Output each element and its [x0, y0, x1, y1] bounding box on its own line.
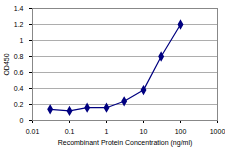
svg-text:1: 1: [20, 37, 24, 44]
svg-text:0: 0: [20, 117, 24, 124]
svg-text:0.6: 0.6: [14, 69, 24, 76]
svg-text:1.4: 1.4: [14, 5, 24, 12]
svg-text:10: 10: [140, 128, 148, 135]
svg-text:0.1: 0.1: [65, 128, 75, 135]
svg-text:1.2: 1.2: [14, 21, 24, 28]
svg-text:0.8: 0.8: [14, 53, 24, 60]
svg-text:OD450: OD450: [3, 53, 10, 75]
svg-text:1000: 1000: [210, 128, 225, 135]
svg-text:100: 100: [175, 128, 187, 135]
svg-text:0.4: 0.4: [14, 85, 24, 92]
svg-text:0.2: 0.2: [14, 101, 24, 108]
svg-text:0.01: 0.01: [26, 128, 40, 135]
svg-text:1: 1: [105, 128, 109, 135]
svg-text:Recombinant Protein Concentrat: Recombinant Protein Concentration (ng/ml…: [58, 139, 193, 147]
